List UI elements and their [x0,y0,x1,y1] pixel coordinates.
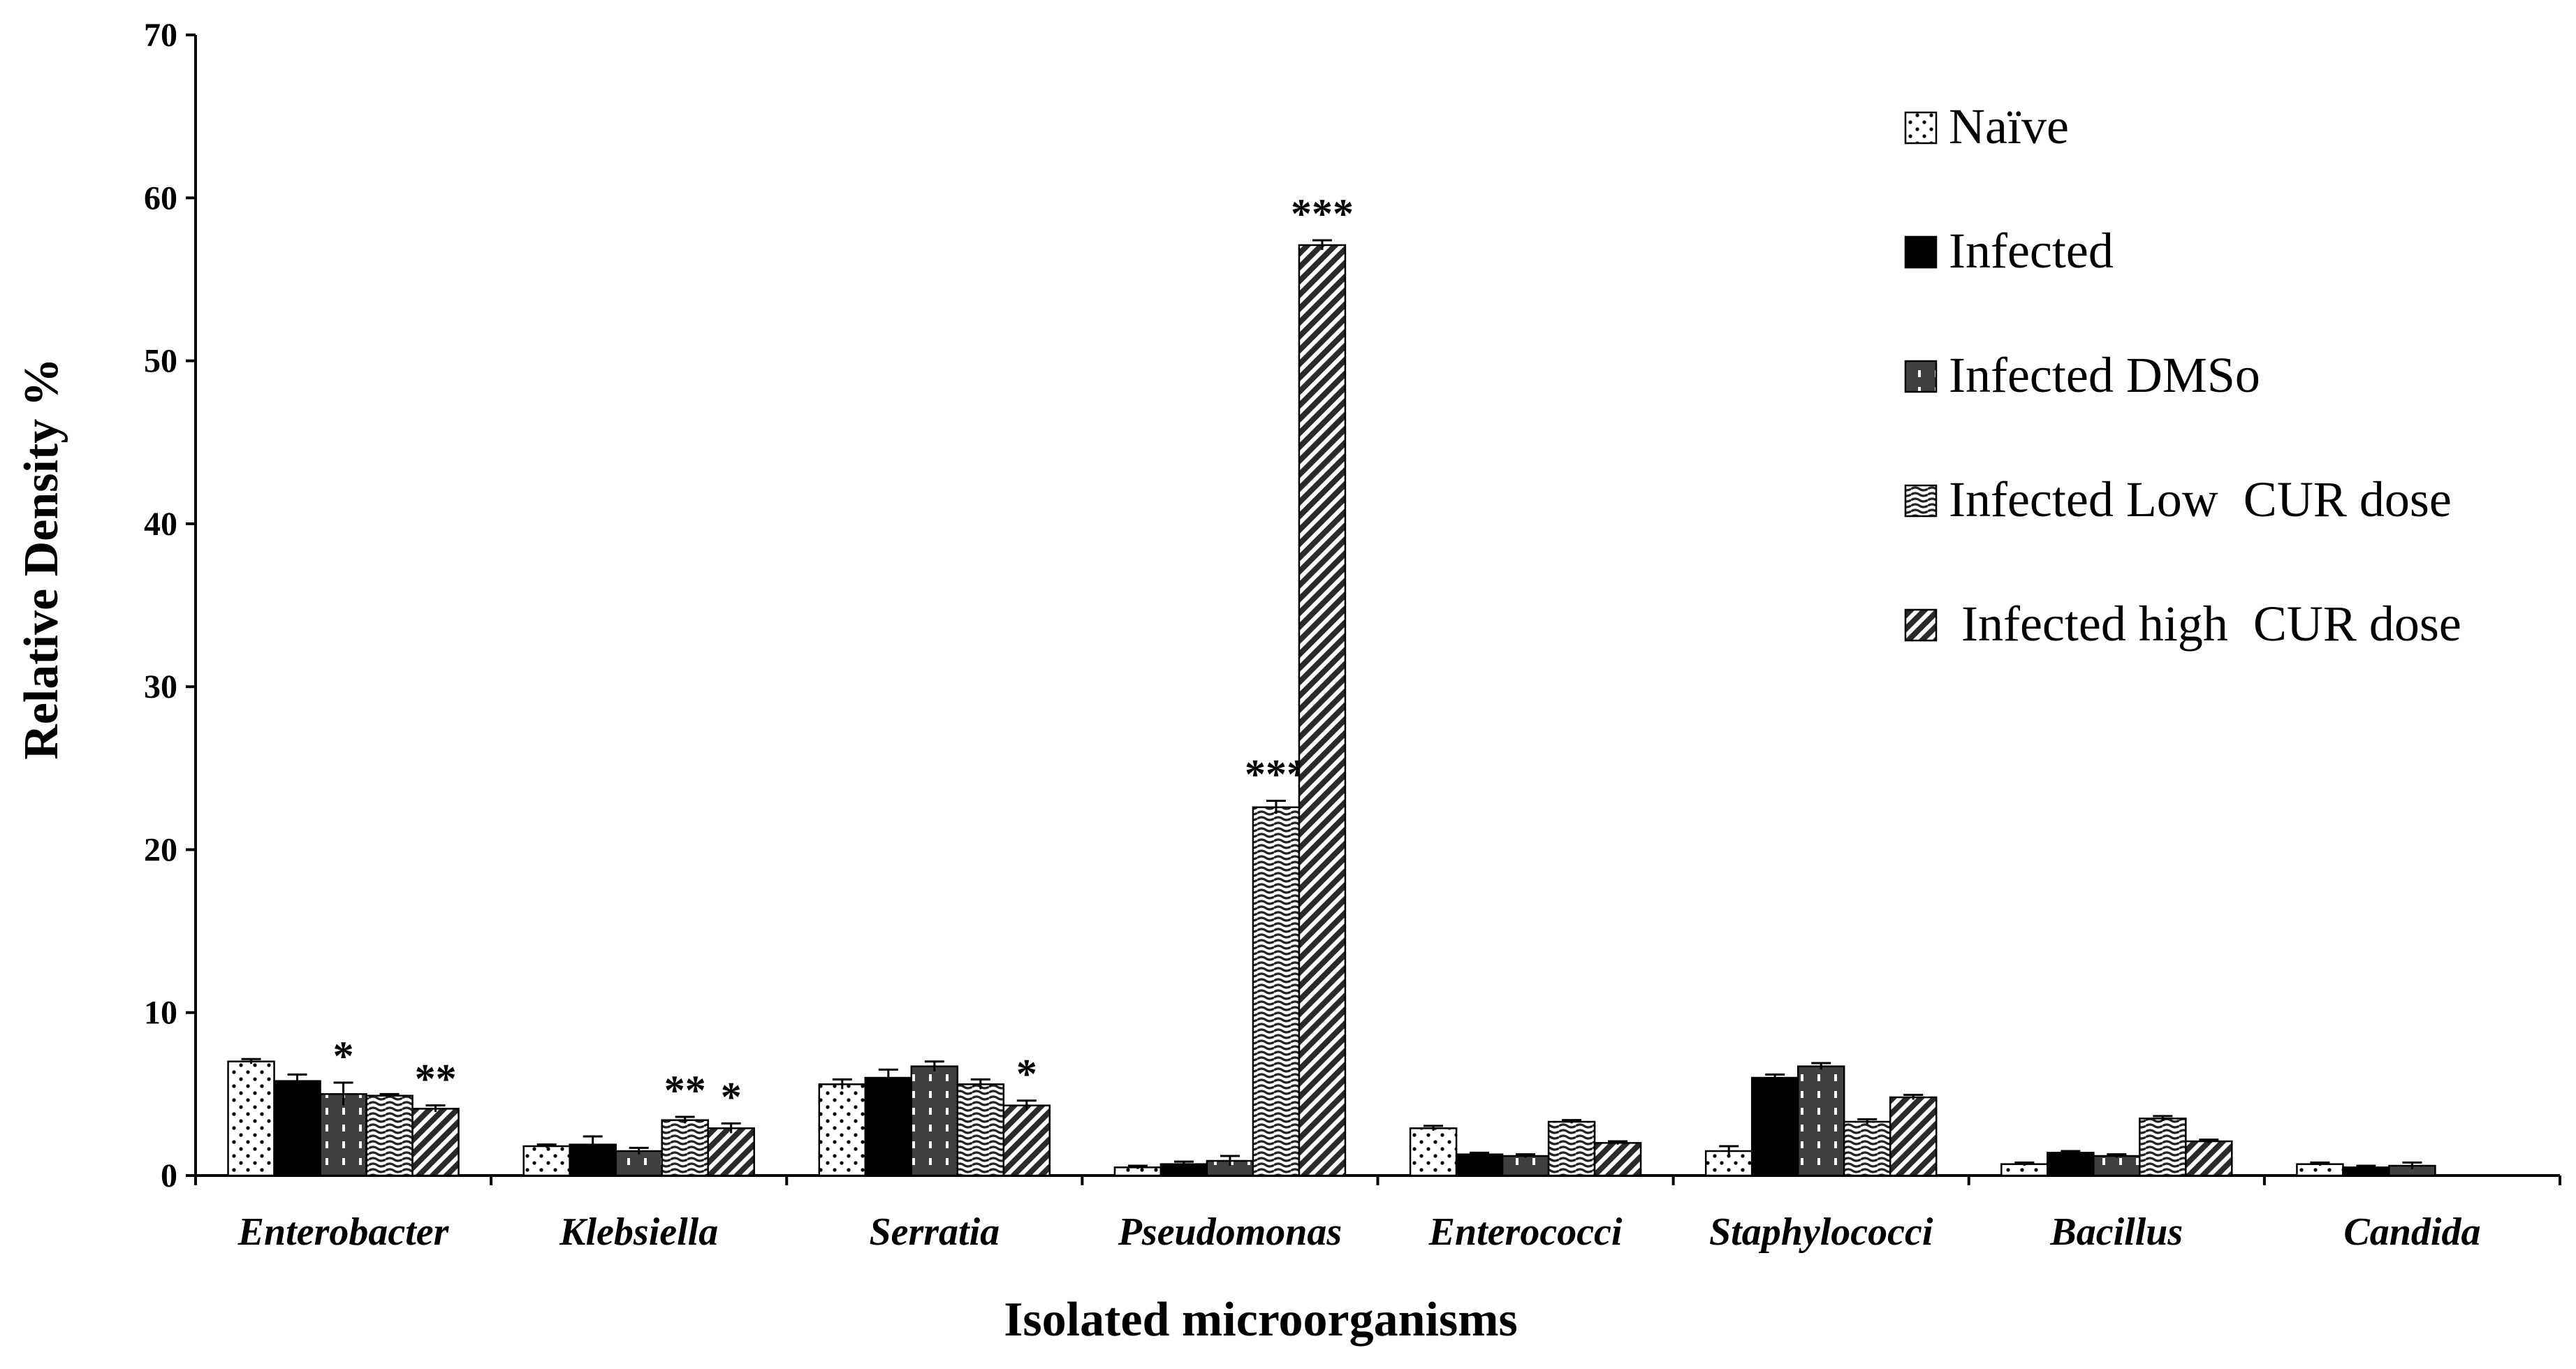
legend: Naïve Infected Infected DMSo Infected Low C… [1904,98,2461,652]
bar [1547,1120,1596,1177]
bar [411,1108,460,1177]
significance-marker: ** [664,1067,706,1113]
bar [2139,1118,2187,1177]
category-label: Candida [2343,1210,2480,1254]
significance-marker: * [721,1074,742,1120]
bar [227,1060,275,1177]
y-tick-label: 60 [144,180,177,217]
significance-marker: * [1016,1051,1037,1097]
legend-label: Infected high CUR dose [1949,596,2461,652]
bar [1002,1104,1051,1177]
y-ticks: 0 10 20 30 40 50 60 70 [144,17,196,1194]
bar [956,1083,1005,1177]
bar [1889,1096,1938,1177]
y-tick-label: 10 [144,995,177,1032]
bar [1298,244,1347,1177]
y-tick-label: 30 [144,668,177,705]
bar [615,1150,663,1177]
legend-label: Infected Low CUR dose [1949,471,2452,527]
legend-swatch [1904,235,1938,269]
bar [910,1065,959,1177]
legend-label: Naïve [1949,98,2069,154]
legend-swatch [1904,484,1938,518]
x-ticks [194,1176,2561,1185]
y-tick-label: 20 [144,831,177,868]
x-axis-title: Isolated microorganisms [1004,1293,1518,1347]
bar [2047,1152,2095,1177]
category-label: Staphylococci [1709,1210,1933,1254]
bar [2000,1163,2049,1177]
bar [1252,806,1301,1177]
bar [522,1145,571,1177]
bar [1796,1065,1845,1177]
y-axis-title: Relative Density % [15,358,68,759]
category-label: Pseudomonas [1118,1210,1342,1254]
bar [1843,1120,1891,1177]
bar [1750,1076,1799,1177]
bar [1501,1155,1550,1177]
bar [1704,1150,1753,1177]
significance-marker: *** [1291,191,1354,237]
bar [864,1076,913,1177]
bar [818,1083,867,1177]
bar [2296,1163,2344,1177]
bars: ******** * **** [227,191,2436,1177]
legend-swatch [1904,111,1938,145]
bar [2185,1140,2233,1177]
bar [1593,1142,1642,1177]
category-label: Bacillus [2049,1210,2183,1254]
bar [365,1095,414,1177]
category-label: Klebsiella [559,1210,718,1254]
bar [1409,1127,1458,1177]
significance-marker: ** [415,1056,457,1102]
bar [1455,1153,1504,1177]
bar [319,1093,367,1177]
legend-swatch [1904,608,1938,642]
y-tick-label: 50 [144,343,177,380]
category-labels: Enterobacter Klebsiella Serratia Pseudomona… [237,1210,2481,1254]
bar [661,1119,709,1177]
y-tick-label: 0 [161,1157,177,1194]
category-label: Enterobacter [237,1210,450,1254]
y-tick-label: 40 [144,506,177,543]
legend-label: Infected [1949,223,2114,279]
significance-marker: *** [1245,751,1308,797]
category-label: Serratia [869,1210,1000,1254]
category-label: Enterococci [1428,1210,1623,1254]
bar [273,1080,321,1177]
bar [707,1127,755,1177]
legend-swatch [1904,360,1938,393]
legend-label: Infected DMSo [1949,347,2260,403]
y-tick-label: 70 [144,17,177,54]
bar [2093,1155,2141,1177]
significance-marker: * [333,1033,354,1079]
